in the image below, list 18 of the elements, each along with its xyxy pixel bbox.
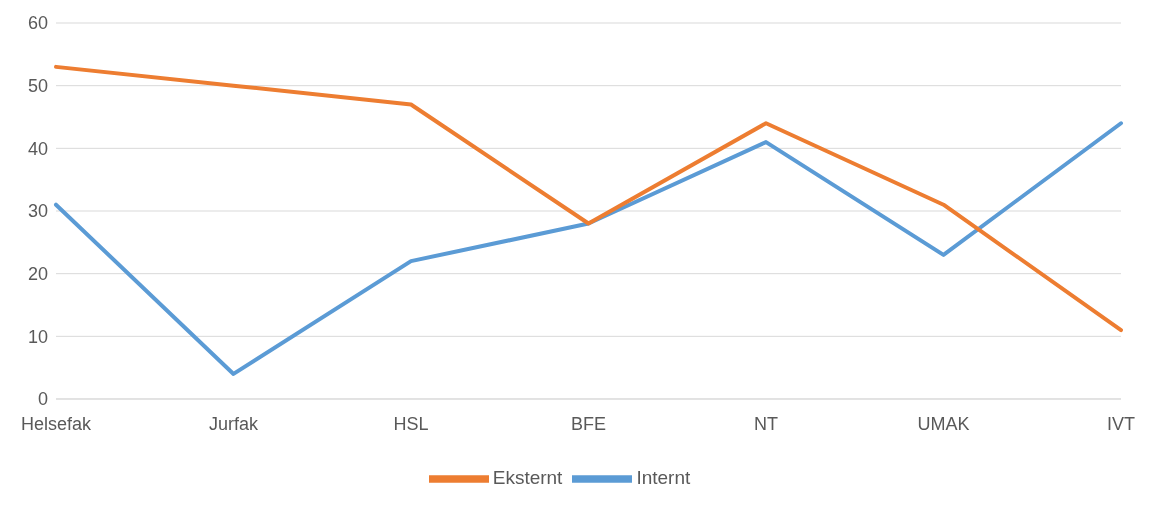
legend-label: Internt [636,467,691,489]
y-tick-label: 40 [27,138,48,159]
y-tick-label: 20 [27,264,48,285]
x-tick-label: Jurfak [208,413,259,434]
y-tick-label: 10 [27,326,48,347]
y-tick-label: 60 [27,13,48,34]
x-tick-label: UMAK [917,413,970,434]
line-series [54,121,1123,376]
legend-label: Eksternt [492,467,563,489]
x-tick-label: IVT [1106,413,1136,434]
y-tick-label: 50 [27,76,48,97]
x-tick-label: BFE [570,413,607,434]
y-tick-label: 0 [37,389,48,410]
y-tick-label: 30 [27,201,48,222]
x-tick-label: HSL [393,413,429,434]
line-series [54,64,1123,333]
x-tick-label: Helsefak [20,413,93,434]
x-tick-label: NT [754,413,778,434]
